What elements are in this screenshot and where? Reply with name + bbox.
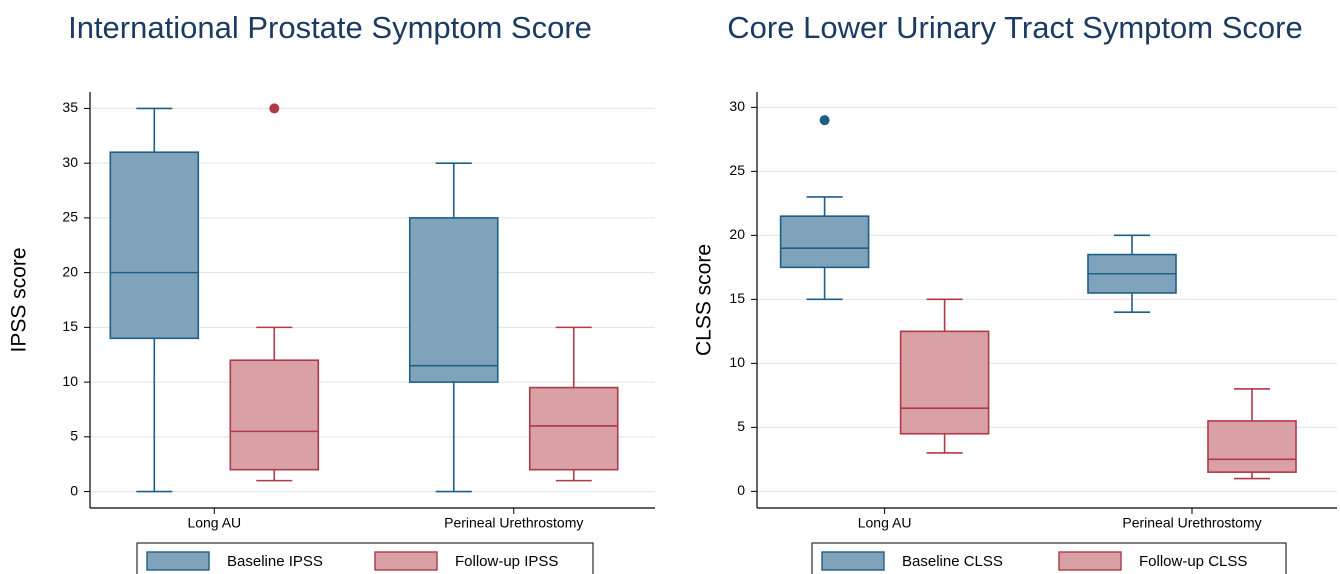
y-tick-label: 30 — [729, 98, 745, 114]
legend-label: Follow-up CLSS — [1139, 553, 1247, 570]
y-tick-label: 10 — [729, 354, 745, 370]
y-tick-label: 35 — [62, 99, 78, 115]
y-tick-label: 5 — [70, 428, 78, 444]
legend — [811, 542, 1287, 574]
y-tick-label: 0 — [737, 482, 745, 498]
legend-swatch — [374, 551, 438, 571]
chart-title: International Prostate Symptom Score — [68, 10, 592, 45]
x-tick-label: Perineal Urethrostomy — [444, 515, 583, 531]
chart-panel: International Prostate Symptom Score IPSS… — [8, 10, 655, 574]
legend-swatch — [146, 551, 210, 571]
y-tick-label: 0 — [70, 482, 78, 498]
x-tick-label: Perineal Urethrostomy — [1122, 515, 1261, 531]
x-tick-label: Long AU — [187, 515, 241, 531]
box — [779, 215, 870, 269]
y-tick-label: 20 — [729, 226, 745, 242]
box — [1207, 420, 1297, 473]
box — [899, 330, 990, 435]
chart-title: Core Lower Urinary Tract Symptom Score — [727, 10, 1302, 45]
y-tick-label: 5 — [737, 418, 745, 434]
legend-label: Baseline CLSS — [902, 553, 1003, 570]
y-axis-label: IPSS score — [8, 247, 31, 352]
outlier — [269, 103, 280, 114]
y-tick-label: 25 — [62, 209, 78, 225]
x-tick-label: Long AU — [858, 515, 912, 531]
legend-label: Follow-up IPSS — [455, 553, 558, 570]
chart-panel: Core Lower Urinary Tract Symptom Score CL… — [693, 10, 1337, 574]
y-tick-label: 10 — [62, 373, 78, 389]
y-tick-label: 30 — [62, 154, 78, 170]
y-tick-label: 15 — [729, 290, 745, 306]
legend-swatch — [821, 551, 885, 571]
box — [109, 151, 200, 340]
legend-label: Baseline IPSS — [227, 553, 323, 570]
y-tick-label: 20 — [62, 263, 78, 279]
box — [408, 217, 499, 383]
box — [528, 386, 619, 471]
legend-swatch — [1058, 551, 1122, 571]
box — [229, 359, 320, 471]
outlier — [819, 115, 830, 126]
y-tick-label: 25 — [729, 162, 745, 178]
legend — [136, 542, 594, 574]
y-tick-label: 15 — [62, 318, 78, 334]
y-axis-label: CLSS score — [693, 244, 716, 356]
